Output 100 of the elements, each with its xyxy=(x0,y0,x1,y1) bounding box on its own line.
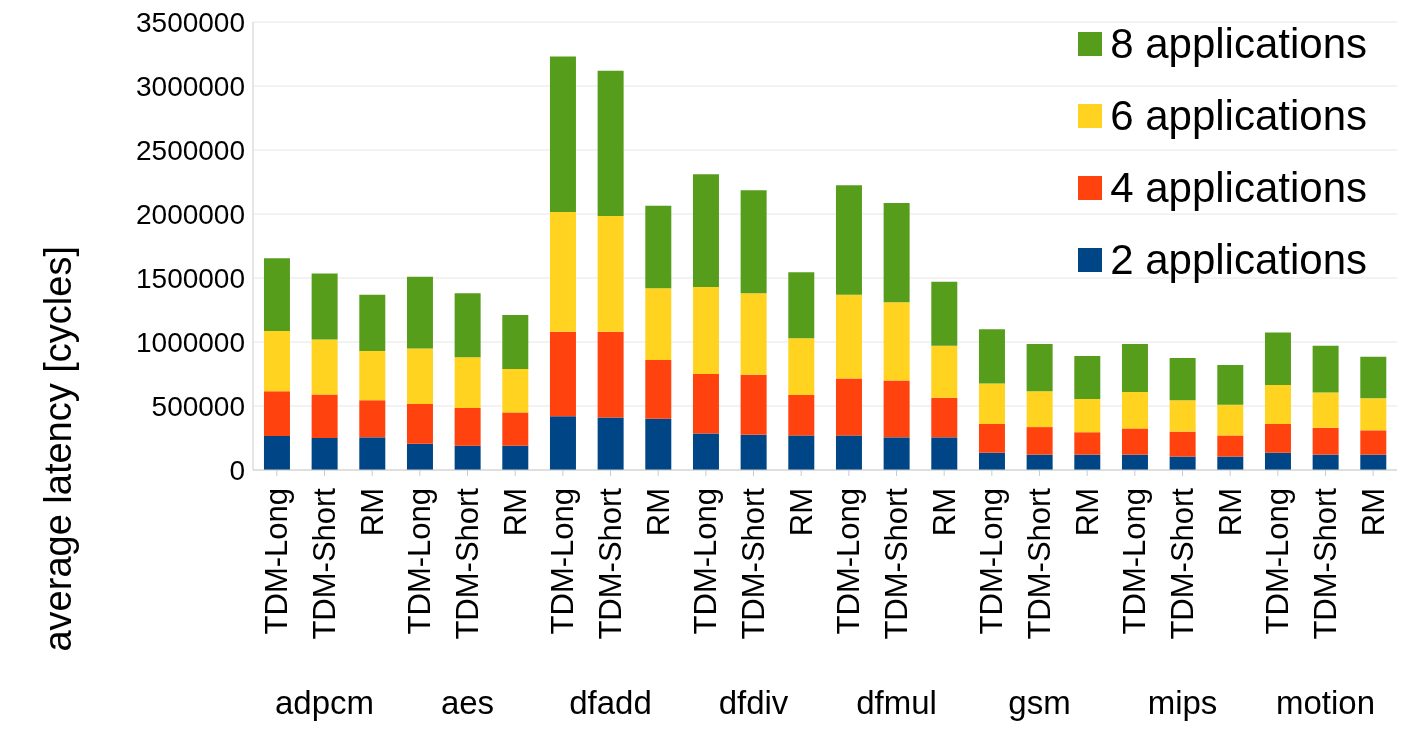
bar xyxy=(835,185,862,295)
text: mips xyxy=(1147,684,1218,721)
bar xyxy=(1264,423,1291,453)
bar xyxy=(1312,392,1339,428)
bar xyxy=(835,294,862,379)
bar xyxy=(978,452,1005,470)
y-tick-label: 1000000 xyxy=(135,326,245,358)
bar xyxy=(1121,454,1148,470)
bar xyxy=(263,436,290,470)
bar xyxy=(788,338,815,396)
bar xyxy=(454,407,481,446)
bar xyxy=(931,437,958,470)
x-tick-label: RM xyxy=(354,488,390,537)
bar xyxy=(835,378,862,436)
bar xyxy=(1026,391,1053,428)
bar xyxy=(1074,356,1101,399)
text: gsm xyxy=(1007,684,1072,722)
x-tick-label: TDM-Long xyxy=(1117,488,1153,635)
x-tick-label: TDM-Long xyxy=(545,488,581,635)
bar xyxy=(263,391,290,437)
text: dfdiv xyxy=(717,684,790,722)
bar xyxy=(931,397,958,438)
x-tick-label: TDM-Short xyxy=(307,487,342,640)
x-tick-label: TDM-Long xyxy=(1260,488,1296,635)
bar xyxy=(1312,427,1339,455)
x-tick-label: TDM-Short xyxy=(450,487,485,640)
bar xyxy=(883,437,910,470)
bar xyxy=(502,445,529,470)
legend-label: 2 applications xyxy=(1110,235,1367,285)
bar xyxy=(978,329,1005,384)
bar xyxy=(406,443,433,470)
bar xyxy=(454,445,481,470)
bar xyxy=(1360,356,1387,399)
y-tick-label: 2000000 xyxy=(135,198,245,230)
bar xyxy=(835,435,862,470)
bar xyxy=(1169,358,1196,401)
y-tick-label: 1500000 xyxy=(135,262,245,294)
bar xyxy=(311,438,338,470)
bar xyxy=(692,286,719,374)
bar xyxy=(454,293,481,358)
bar xyxy=(597,417,624,470)
x-tick-label: TDM-Short xyxy=(879,487,914,640)
y-tick-label: 2500000 xyxy=(135,134,245,166)
bar xyxy=(597,70,624,216)
bar xyxy=(883,380,910,438)
bar xyxy=(549,56,576,213)
bar xyxy=(359,437,386,470)
bar xyxy=(549,416,576,470)
bar xyxy=(1264,452,1291,470)
bar xyxy=(740,293,767,375)
x-tick-label: TDM-Short xyxy=(1308,487,1343,640)
bar xyxy=(740,190,767,294)
bar xyxy=(1121,391,1148,429)
x-tick-label: RM xyxy=(783,488,819,537)
bar xyxy=(359,400,386,438)
x-tick-label: RM xyxy=(926,488,962,537)
x-tick-label: RM xyxy=(1355,488,1391,537)
text: dfmul xyxy=(855,684,938,722)
bar xyxy=(740,374,767,435)
bar xyxy=(740,434,767,470)
bar xyxy=(311,339,338,395)
bar xyxy=(1169,431,1196,457)
bar xyxy=(1217,435,1244,457)
bar xyxy=(1312,454,1339,470)
x-tick-label: RM xyxy=(1212,488,1248,537)
bar xyxy=(359,350,386,401)
x-tick-label: TDM-Short xyxy=(593,487,628,640)
bar xyxy=(406,276,433,349)
bar xyxy=(883,302,910,381)
y-axis-title: average latency [cycles] xyxy=(37,246,80,652)
bar xyxy=(1264,384,1291,424)
bar xyxy=(1264,332,1291,385)
bar xyxy=(1074,454,1101,470)
bar xyxy=(692,374,719,434)
bar xyxy=(1074,398,1101,433)
bar xyxy=(1026,454,1053,470)
x-tick-label: TDM-Short xyxy=(1165,487,1200,640)
y-tick-label: 3000000 xyxy=(135,70,245,102)
bar xyxy=(788,395,815,436)
legend-label: 8 applications xyxy=(1110,19,1367,69)
text: dfadd xyxy=(568,684,653,722)
bar xyxy=(645,288,672,360)
bar xyxy=(406,404,433,444)
x-tick-label: TDM-Long xyxy=(831,488,867,635)
bar xyxy=(645,418,672,470)
x-tick-label: TDM-Long xyxy=(688,488,724,635)
bar xyxy=(311,273,338,340)
bar xyxy=(1121,343,1148,392)
bar xyxy=(1360,430,1387,455)
bar xyxy=(692,174,719,287)
x-tick-label: RM xyxy=(640,488,676,537)
bar xyxy=(883,203,910,303)
bar xyxy=(359,294,386,351)
bar xyxy=(788,435,815,470)
bar xyxy=(1360,454,1387,470)
x-tick-label: TDM-Short xyxy=(736,487,771,640)
x-tick-label: RM xyxy=(497,488,533,537)
bar xyxy=(263,258,290,332)
bar xyxy=(406,348,433,405)
x-tick-label: TDM-Long xyxy=(974,488,1010,635)
